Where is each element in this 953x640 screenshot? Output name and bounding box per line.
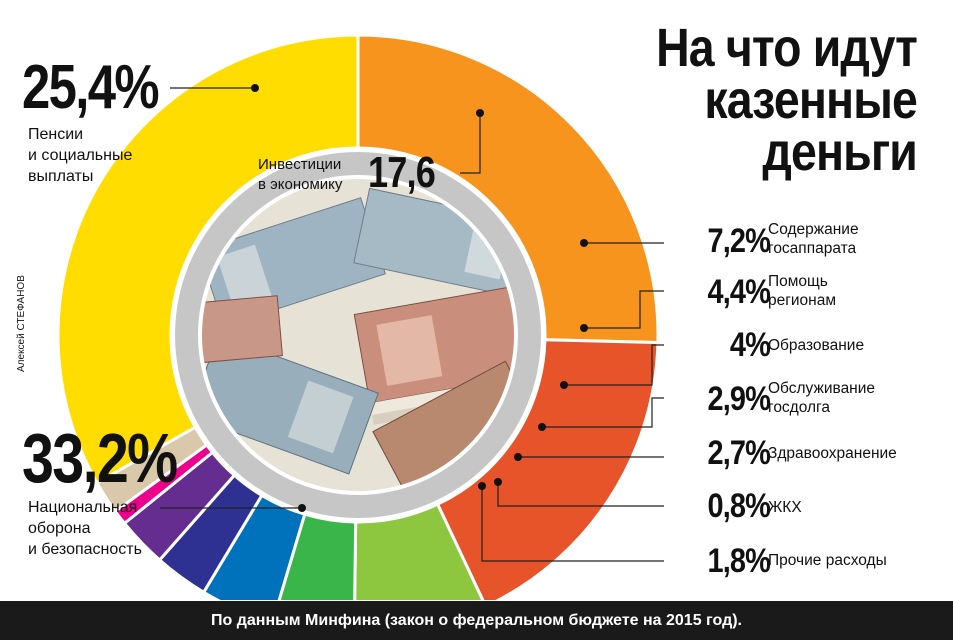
leader-dot-defense (298, 504, 306, 512)
leader-lines (160, 84, 664, 562)
label-other: Прочие расходы (768, 551, 887, 570)
label-investments: Инвестиции в экономику (258, 155, 342, 195)
value-apparatus: 7,2% (707, 222, 771, 260)
label-investments-line-1: Инвестиции (258, 156, 342, 173)
value-health: 2,7% (707, 434, 771, 472)
label-regions-line-1: Помощь (768, 273, 828, 290)
donut-slices (56, 33, 660, 600)
value-debt: 2,9% (707, 380, 771, 418)
value-housing: 0,8% (707, 487, 771, 525)
label-defense: Национальная оборона и безопасность (28, 497, 142, 560)
label-debt-line-1: Обслуживание (768, 380, 876, 397)
value-defense: 33,2% (22, 419, 178, 497)
label-other-line-1: Прочие расходы (768, 552, 887, 569)
slice-investments (435, 338, 660, 600)
slice-apparatus (353, 502, 485, 600)
leader-dot-education (560, 381, 568, 389)
label-apparatus-line-1: Содержание (768, 221, 859, 238)
label-investments-line-2: в экономику (258, 176, 343, 193)
leader-line-other (481, 486, 664, 562)
label-pensions-line-1: Пенсии (28, 126, 84, 143)
page-title: На что идут казенные деньги (590, 18, 918, 182)
label-housing-line-1: ЖКХ (768, 499, 802, 516)
label-health: Здравоохранение (768, 444, 897, 463)
leader-dot-regions (580, 324, 588, 332)
value-investments: 17,6 (368, 148, 436, 197)
leader-line-regions (584, 290, 664, 329)
label-pensions: Пенсии и социальные выплаты (28, 124, 132, 187)
value-regions: 4,4% (707, 273, 771, 311)
value-other: 1,8% (707, 542, 771, 580)
title-line-3: деньги (762, 122, 917, 182)
label-defense-line-2: оборона (28, 520, 91, 537)
leader-line-education (564, 344, 664, 386)
author-credit: Алексей СТЕФАНОВ (16, 275, 27, 372)
label-apparatus-line-2: госаппарата (768, 240, 857, 257)
label-defense-line-3: и безопасность (28, 541, 142, 558)
label-regions-line-2: регионам (768, 292, 837, 309)
leader-line-housing (497, 482, 664, 507)
leader-dot-pensions (251, 84, 259, 92)
leader-line-investments (460, 113, 481, 174)
leader-dot-health (514, 453, 522, 461)
label-pensions-line-2: и социальные (28, 147, 133, 164)
label-education: Образование (768, 336, 864, 355)
label-health-line-1: Здравоохранение (768, 445, 897, 462)
donut-chart (56, 33, 664, 600)
leader-dot-investments (476, 109, 484, 117)
label-education-line-1: Образование (768, 337, 865, 354)
leader-dot-apparatus (580, 239, 588, 247)
label-regions: Помощь регионам (768, 272, 836, 310)
label-pensions-line-3: выплаты (28, 168, 94, 185)
source-footer: По данным Минфина (закон о федеральном б… (0, 601, 953, 640)
label-debt-line-2: госдолга (768, 399, 830, 416)
slice-defense (56, 33, 360, 485)
value-education: 4% (729, 326, 771, 364)
leader-line-debt (542, 397, 664, 428)
leader-dot-debt (538, 423, 546, 431)
label-defense-line-1: Национальная (28, 499, 138, 516)
value-pensions: 25,4% (22, 53, 160, 122)
title-line-1: На что идут (656, 18, 918, 78)
label-apparatus: Содержание госаппарата (768, 220, 859, 258)
label-debt: Обслуживание госдолга (768, 379, 875, 417)
label-housing: ЖКХ (768, 498, 802, 517)
leader-dot-other (478, 482, 486, 490)
title-line-2: казенные (704, 70, 918, 130)
leader-dot-housing (494, 478, 502, 486)
slice-pensions (356, 33, 660, 345)
